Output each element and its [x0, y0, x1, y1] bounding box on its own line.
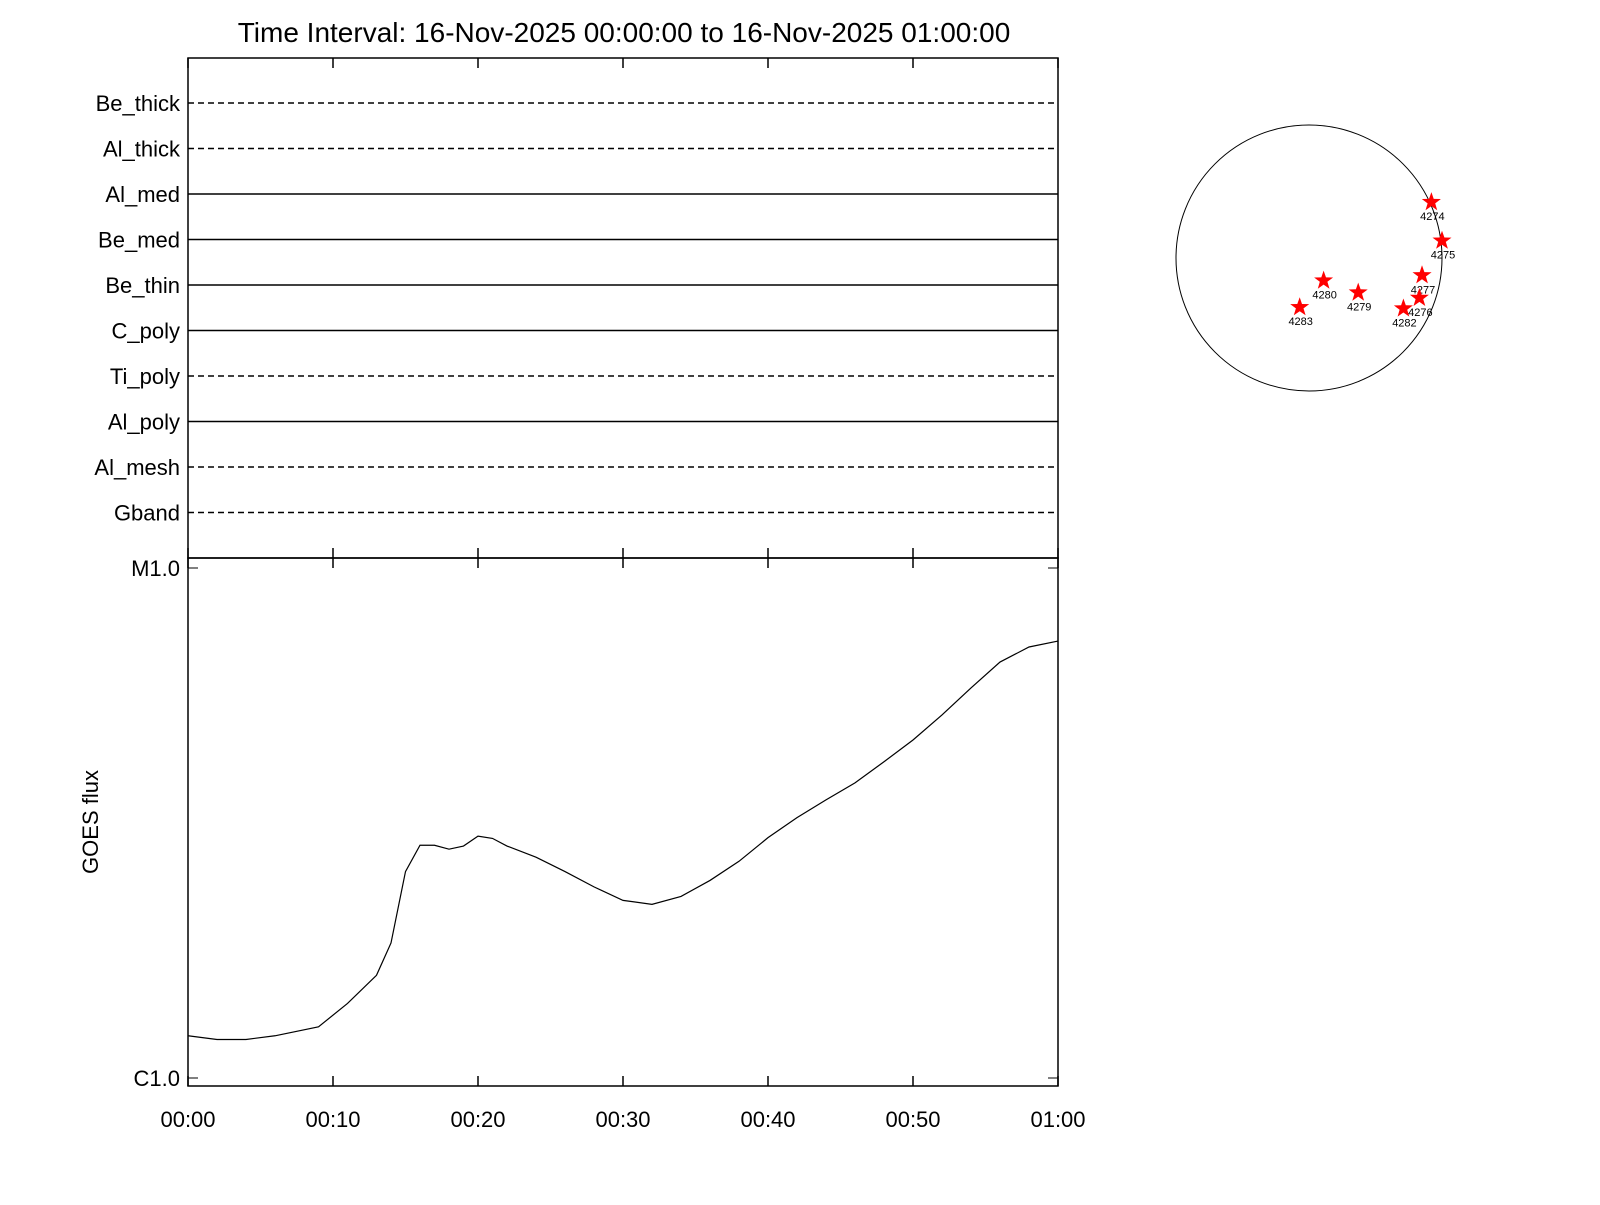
- filter-label: Be_thin: [105, 273, 180, 298]
- x-tick-label: 00:40: [740, 1107, 795, 1132]
- filter-label: Al_thick: [103, 137, 181, 162]
- filter-label: C_poly: [112, 319, 180, 344]
- filter-label: Be_med: [98, 228, 180, 253]
- region-label: 4277: [1411, 284, 1435, 296]
- region-marker: [1421, 192, 1441, 211]
- region-label: 4280: [1312, 290, 1336, 302]
- filter-label: Gband: [114, 501, 180, 526]
- goes-panel-frame: [187, 557, 1059, 1087]
- filter-panel-frame: [187, 57, 1059, 559]
- filter-label: Ti_poly: [110, 364, 180, 389]
- filter-label: Al_poly: [108, 410, 180, 435]
- region-marker: [1412, 265, 1432, 284]
- region-label: 4274: [1420, 211, 1444, 223]
- goes-line: [187, 640, 1059, 1041]
- solar-disk: [1175, 124, 1443, 392]
- x-tick-label: 00:10: [305, 1107, 360, 1132]
- filter-label: Be_thick: [96, 91, 181, 116]
- region-marker: [1348, 282, 1368, 301]
- filter-label: Al_med: [105, 182, 180, 207]
- region-label: 4279: [1347, 302, 1371, 314]
- filter-label: Al_mesh: [94, 455, 180, 480]
- y-axis-label: GOES flux: [78, 770, 103, 874]
- chart-title: Time Interval: 16-Nov-2025 00:00:00 to 1…: [238, 17, 1011, 48]
- x-tick-label: 01:00: [1030, 1107, 1085, 1132]
- x-tick-label: 00:00: [160, 1107, 215, 1132]
- x-tick-label: 00:50: [885, 1107, 940, 1132]
- region-label: 4275: [1431, 250, 1455, 262]
- region-marker: [1393, 298, 1413, 317]
- region-label: 4276: [1408, 307, 1432, 319]
- region-marker: [1409, 287, 1429, 306]
- region-marker: [1314, 270, 1334, 289]
- region-marker: [1290, 297, 1310, 316]
- y-tick-label: C1.0: [134, 1066, 180, 1091]
- region-label: 4283: [1288, 316, 1312, 328]
- y-tick-label: M1.0: [131, 556, 180, 581]
- region-label: 4282: [1392, 318, 1416, 330]
- x-tick-label: 00:30: [595, 1107, 650, 1132]
- x-tick-label: 00:20: [450, 1107, 505, 1132]
- region-marker: [1432, 230, 1452, 249]
